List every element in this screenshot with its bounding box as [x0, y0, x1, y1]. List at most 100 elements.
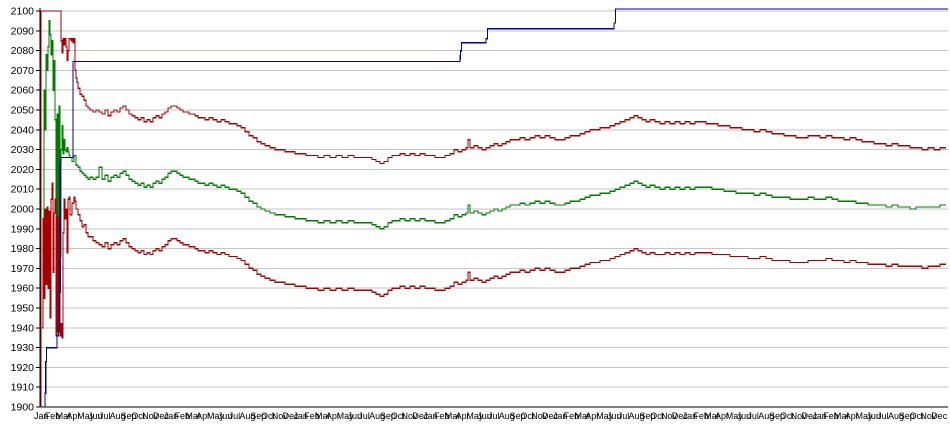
y-axis-tick-label: 1900 — [11, 402, 35, 414]
x-axis-tick-label: Sep — [769, 411, 785, 421]
data-series — [40, 8, 948, 408]
blue-step-line — [44, 8, 948, 407]
x-axis-tick-label: Jun — [477, 411, 492, 421]
x-axis-tick-label: Oct — [910, 411, 925, 421]
x-axis-tick-label: Nov — [142, 411, 159, 421]
lower-dark-red-line — [42, 182, 946, 339]
x-axis-tick-label: Nov — [791, 411, 808, 421]
x-axis-tick-label: Dec — [931, 411, 948, 421]
x-axis-tick-label: Sep — [120, 411, 136, 421]
x-axis-tick-label: Aug — [888, 411, 904, 421]
x-axis-tick-label: Aug — [369, 411, 385, 421]
x-axis-tick-label: Nov — [402, 411, 419, 421]
x-axis-tick-label: Jul — [747, 411, 759, 421]
x-axis-tick-label: Jun — [218, 411, 233, 421]
x-axis-tick-label: Mar — [445, 411, 461, 421]
y-axis-tick-label: 1970 — [11, 263, 35, 275]
x-axis-tick-label: Oct — [650, 411, 665, 421]
x-axis-tick-label: Sep — [250, 411, 266, 421]
x-axis-tick-label: Oct — [520, 411, 535, 421]
y-axis-tick-label: 2030 — [11, 144, 35, 156]
x-axis-tick-label: Jul — [488, 411, 500, 421]
x-axis-tick-label: Aug — [758, 411, 774, 421]
x-axis-tick-label: Nov — [661, 411, 678, 421]
y-axis-tick-label: 2010 — [11, 184, 35, 196]
x-axis-tick-label: Aug — [629, 411, 645, 421]
x-axis-tick-label: Oct — [391, 411, 406, 421]
y-axis-tick-label: 1980 — [11, 243, 35, 255]
y-axis-tick-label: 2100 — [11, 6, 35, 18]
x-axis-tick-label: Apr — [845, 411, 859, 421]
upper-dark-red-line — [40, 10, 946, 408]
y-axis-tick-label: 2080 — [11, 45, 35, 57]
x-axis-tick-label: Mar — [185, 411, 201, 421]
y-axis-tick-label: 2000 — [11, 204, 35, 216]
x-axis-tick-label: Mar — [704, 411, 720, 421]
y-axis-tick-label: 1950 — [11, 303, 35, 315]
x-axis-tick-label: Sep — [380, 411, 396, 421]
x-axis-tick-label: May — [77, 411, 95, 421]
x-axis-tick-label: Mar — [56, 411, 72, 421]
y-axis-tick-label: 2090 — [11, 25, 35, 37]
x-axis-tick-label: Aug — [110, 411, 126, 421]
y-axis-tick-label: 2050 — [11, 105, 35, 117]
x-axis-tick-label: Dec — [672, 411, 689, 421]
x-axis-tick-label: Apr — [196, 411, 210, 421]
x-axis-tick-label: Jul — [358, 411, 370, 421]
x-axis-tick-label: May — [466, 411, 484, 421]
x-axis-tick-label: Jan — [34, 411, 49, 421]
x-axis-tick-label: Apr — [456, 411, 470, 421]
x-axis-tick-label: Feb — [823, 411, 839, 421]
x-axis-tick-label: Jun — [347, 411, 362, 421]
x-axis-tick-label: Mar — [574, 411, 590, 421]
x-axis-tick-label: Sep — [639, 411, 655, 421]
x-axis-tick-label: Aug — [239, 411, 255, 421]
x-axis-tick-label: Jan — [293, 411, 308, 421]
x-axis-tick-label: Jul — [618, 411, 630, 421]
y-axis-tick-label: 1960 — [11, 283, 35, 295]
y-axis-tick-label: 1990 — [11, 223, 35, 235]
y-axis-tick-label: 2070 — [11, 65, 35, 77]
x-axis-tick-label: Nov — [531, 411, 548, 421]
x-axis-tick-label: Jul — [229, 411, 241, 421]
x-axis-tick-label: Dec — [153, 411, 170, 421]
y-axis-tick-label: 1930 — [11, 342, 35, 354]
gridlines — [40, 10, 948, 388]
x-axis-tick-label: Nov — [272, 411, 289, 421]
x-axis-tick-label: Dec — [283, 411, 300, 421]
x-axis-tick-label: Jul — [99, 411, 111, 421]
x-axis-tick-label: Apr — [326, 411, 340, 421]
x-axis-tick-label: Jun — [866, 411, 881, 421]
x-axis-tick-label: Oct — [261, 411, 276, 421]
x-axis-tick-label: Dec — [542, 411, 559, 421]
x-axis-tick-label: Feb — [434, 411, 450, 421]
x-axis-tick-label: Aug — [499, 411, 515, 421]
middle-green-line — [43, 20, 946, 258]
x-axis-tick-label: Feb — [304, 411, 320, 421]
x-axis-tick-label: Jul — [877, 411, 889, 421]
x-axis-tick-label: Jan — [164, 411, 179, 421]
x-axis-tick-label: Apr — [66, 411, 80, 421]
x-axis-tick-label: Nov — [920, 411, 937, 421]
x-axis-tick-label: Jan — [683, 411, 698, 421]
x-axis-tick-label: Apr — [715, 411, 729, 421]
x-axis-tick-label: Mar — [315, 411, 331, 421]
x-axis-tick-label: Oct — [131, 411, 146, 421]
x-axis-tick-label: May — [337, 411, 355, 421]
x-axis-tick-label: May — [856, 411, 874, 421]
y-axis-tick-label: 1910 — [11, 382, 35, 394]
x-axis-tick-label: Jun — [607, 411, 622, 421]
x-axis-tick-label: May — [596, 411, 614, 421]
y-axis-tick-label: 1940 — [11, 322, 35, 334]
x-axis-tick-label: Oct — [780, 411, 795, 421]
x-axis-tick-label: Feb — [564, 411, 580, 421]
x-axis-tick-label: Apr — [585, 411, 599, 421]
y-axis-tick-label: 2040 — [11, 124, 35, 136]
y-axis-tick-label: 2060 — [11, 85, 35, 97]
x-axis-tick-label: Feb — [693, 411, 709, 421]
x-axis-tick-label: Mar — [834, 411, 850, 421]
x-axis-tick-label: Jun — [737, 411, 752, 421]
x-axis-tick-label: May — [207, 411, 225, 421]
x-axis-tick-label: Feb — [175, 411, 191, 421]
